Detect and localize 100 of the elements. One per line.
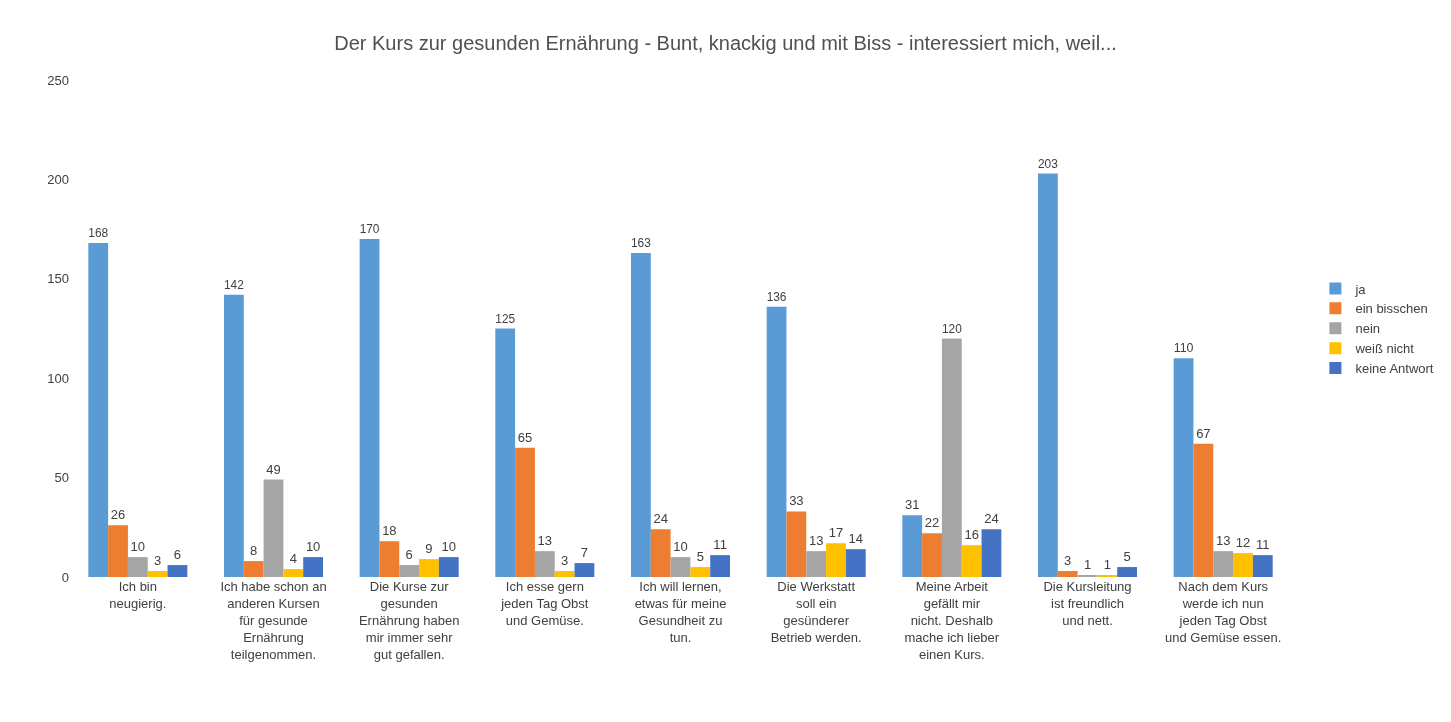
data-label: 6 [405, 547, 413, 563]
data-label: 5 [696, 549, 704, 565]
data-label: 16 [964, 527, 979, 543]
bar [263, 479, 284, 577]
data-label: 163 [630, 236, 652, 251]
bar [574, 563, 595, 577]
chart-title: Der Kurs zur gesunden Ernährung - Bunt, knackig und mit Biss - interessiert mich, weil... [334, 32, 1117, 55]
bar [554, 571, 575, 577]
x-tick-label: Die Kurse zur gesunden Ernährung haben mir immer sehr gut gefallen. [358, 579, 460, 662]
data-label: 3 [561, 553, 569, 569]
bar [1057, 571, 1078, 577]
x-tick-label: Ich habe schon an anderen Kursen für gesunde Ernährung teilgenommen. [220, 579, 327, 662]
data-label: 3 [1064, 553, 1072, 569]
bar [1173, 358, 1194, 577]
x-tick-label: Ich esse gern jeden Tag Obst und Gemüse. [500, 579, 589, 628]
data-label: 125 [495, 311, 516, 326]
legend-label: weiß nicht [1354, 341, 1415, 357]
bar [826, 543, 846, 577]
bar [399, 565, 420, 577]
data-label: 17 [828, 525, 844, 541]
bar [922, 533, 942, 577]
bar [690, 567, 711, 577]
data-label: 11 [713, 537, 727, 553]
data-label: 14 [848, 531, 864, 547]
data-label: 12 [1235, 535, 1251, 551]
data-label: 24 [984, 511, 999, 527]
data-label: 3 [154, 553, 162, 569]
data-label: 10 [305, 539, 321, 555]
data-label: 5 [1123, 549, 1131, 565]
data-label: 13 [537, 533, 553, 549]
data-label: 67 [1196, 425, 1211, 441]
y-tick-label: 0 [61, 569, 69, 585]
data-label: 203 [1037, 156, 1059, 171]
legend-label: keine Antwort [1355, 361, 1434, 377]
data-label: 18 [382, 523, 397, 539]
bar [1193, 443, 1214, 577]
bar [243, 561, 264, 577]
bar [379, 541, 400, 577]
data-label: 10 [441, 539, 457, 555]
data-label: 33 [789, 493, 804, 509]
x-tick-label: Die Werkstatt soll ein gesünderer Betrieb werden. [770, 579, 862, 645]
data-label: 1 [1083, 557, 1092, 572]
data-label: 136 [766, 289, 787, 304]
data-label: 10 [673, 539, 688, 555]
data-label: 13 [1215, 533, 1231, 549]
x-tick-label: Meine Arbeit gefällt mir nicht. Deshalb mache ich lieber einen Kurs. [904, 579, 1000, 662]
data-label: 170 [359, 222, 380, 237]
bar [902, 515, 923, 577]
bar [650, 529, 671, 577]
bar [1233, 553, 1253, 577]
data-label: 13 [808, 533, 824, 549]
x-tick-label: Die Kursleitung ist freundlich und nett. [1043, 579, 1132, 628]
bar [1213, 551, 1234, 577]
data-label: 24 [653, 511, 668, 527]
data-label: 168 [88, 226, 109, 241]
data-label: 49 [266, 461, 281, 477]
bar [981, 529, 1002, 577]
x-tick-label: Nach dem Kurs werde ich nun jeden Tag Obst und Gemüse essen. [1164, 579, 1282, 645]
bar [534, 551, 555, 577]
bar [1117, 567, 1138, 577]
y-tick-label: 250 [47, 72, 69, 88]
bar [88, 243, 109, 577]
bar [1037, 173, 1058, 577]
data-label: 31 [904, 497, 920, 513]
bar [786, 511, 807, 577]
data-label: 6 [173, 547, 182, 563]
x-tick-label: Ich will lernen, etwas für meine Gesundheit zu tun. [634, 579, 727, 645]
legend-label: nein [1355, 321, 1380, 337]
y-tick-label: 150 [47, 271, 69, 287]
data-label: 7 [580, 545, 589, 561]
bar [223, 294, 244, 577]
bar [108, 525, 128, 577]
data-label: 22 [924, 515, 940, 531]
data-label: 65 [517, 429, 533, 445]
data-label: 10 [130, 539, 146, 555]
bar [806, 551, 827, 577]
y-tick-label: 200 [47, 171, 69, 187]
y-tick-label: 100 [47, 370, 69, 386]
bar [766, 306, 787, 577]
bar [710, 555, 731, 577]
bar [283, 569, 304, 577]
data-label: 8 [250, 543, 258, 559]
x-tick-label: Ich bin neugierig. [109, 579, 167, 611]
data-label: 4 [289, 551, 297, 567]
bar [1252, 555, 1273, 577]
bar [515, 447, 535, 577]
bar [845, 549, 866, 577]
bar [359, 239, 380, 577]
bar [167, 565, 188, 577]
data-label: 1 [1103, 557, 1111, 572]
bar [495, 328, 516, 577]
bar [941, 338, 962, 577]
data-label: 142 [223, 277, 244, 292]
data-label: 11 [1256, 537, 1270, 553]
data-label: 110 [1173, 341, 1194, 356]
bar [961, 545, 982, 577]
legend-label: ja [1354, 281, 1367, 297]
legend-label: ein bisschen [1355, 301, 1428, 317]
data-label: 9 [425, 541, 433, 557]
bar [438, 557, 459, 577]
